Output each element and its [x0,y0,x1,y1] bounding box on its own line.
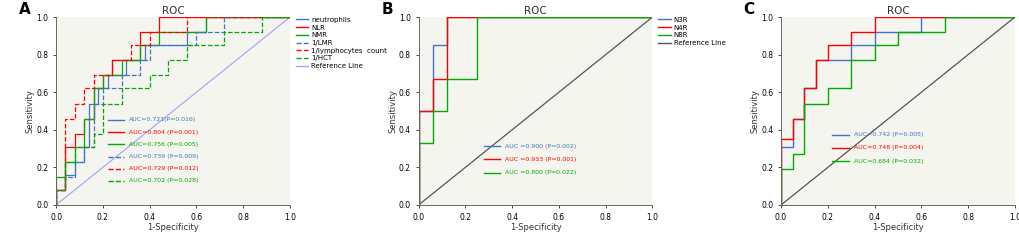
Text: B: B [381,2,392,17]
Text: C: C [743,2,754,17]
X-axis label: 1-Specificity: 1-Specificity [510,223,560,232]
Y-axis label: Sensitivity: Sensitivity [750,89,759,133]
Text: AUC=0.804 (P=0.001): AUC=0.804 (P=0.001) [128,130,198,134]
Y-axis label: Sensitivity: Sensitivity [388,89,397,133]
Title: ROC: ROC [524,6,546,16]
Legend: N3R, N4R, N8R, Reference Line: N3R, N4R, N8R, Reference Line [657,17,725,46]
Text: AUC=0.756 (P=0.005): AUC=0.756 (P=0.005) [128,142,198,147]
Text: A: A [18,2,31,17]
Text: AUC =0.800 (P=0.022): AUC =0.800 (P=0.022) [504,170,576,175]
Legend: neutrophils, NLR, NMR, 1/LMR, 1/lymphocytes  count, 1/HCT, Reference Line: neutrophils, NLR, NMR, 1/LMR, 1/lymphocy… [296,17,386,69]
Text: AUC=0.702 (P=0.028): AUC=0.702 (P=0.028) [128,178,198,183]
Text: AUC =0.900 (P=0.002): AUC =0.900 (P=0.002) [504,144,576,149]
Text: AUC=0.742 (P=0.005): AUC=0.742 (P=0.005) [853,132,922,137]
Text: AUC=0.748 (P=0.004): AUC=0.748 (P=0.004) [853,145,922,151]
X-axis label: 1-Specificity: 1-Specificity [871,223,923,232]
Y-axis label: Sensitivity: Sensitivity [25,89,35,133]
Text: AUC =0.933 (P=0.001): AUC =0.933 (P=0.001) [504,157,576,162]
Title: ROC: ROC [161,6,184,16]
Text: AUC=0.721(P=0.016): AUC=0.721(P=0.016) [128,117,196,122]
X-axis label: 1-Specificity: 1-Specificity [147,223,199,232]
Text: AUC=0.684 (P=0.032): AUC=0.684 (P=0.032) [853,159,922,164]
Text: AUC=0.729 (P=0.012): AUC=0.729 (P=0.012) [128,166,198,171]
Text: AUC=0.739 (P=0.009): AUC=0.739 (P=0.009) [128,154,198,159]
Title: ROC: ROC [886,6,909,16]
